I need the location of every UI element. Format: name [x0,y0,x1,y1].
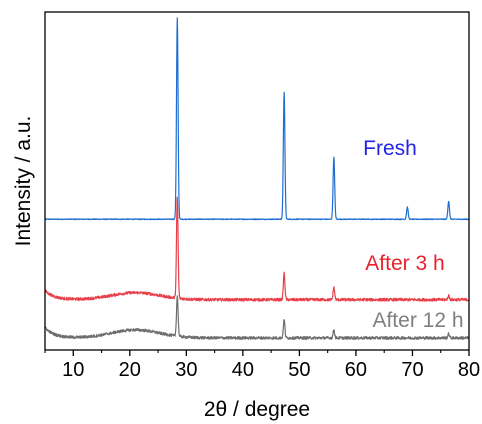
plot-frame [44,11,470,351]
series-label-layer: Fresh After 3 h After 12 h [363,137,463,332]
series-label-2: After 12 h [372,309,463,332]
x-tick-label: 80 [458,359,480,381]
x-ticks: 10 20 30 40 50 60 70 80 [44,350,480,381]
series-label-0: Fresh [363,137,417,160]
y-axis-title: Intensity / a.u. [12,116,35,247]
x-axis-title: 2θ / degree [204,398,310,421]
series-layer [44,17,470,340]
x-tick-label: 50 [288,359,310,381]
x-tick-label: 30 [175,359,197,381]
series-label-1: After 3 h [365,252,444,275]
series-line-1 [44,196,470,302]
x-tick-label: 10 [62,359,84,381]
series-line-0 [44,17,470,221]
x-tick-label: 60 [345,359,367,381]
series-line-2 [44,295,470,340]
x-tick-label: 70 [401,359,423,381]
axes [44,11,470,351]
x-tick-label: 40 [232,359,254,381]
x-tick-label: 20 [119,359,141,381]
